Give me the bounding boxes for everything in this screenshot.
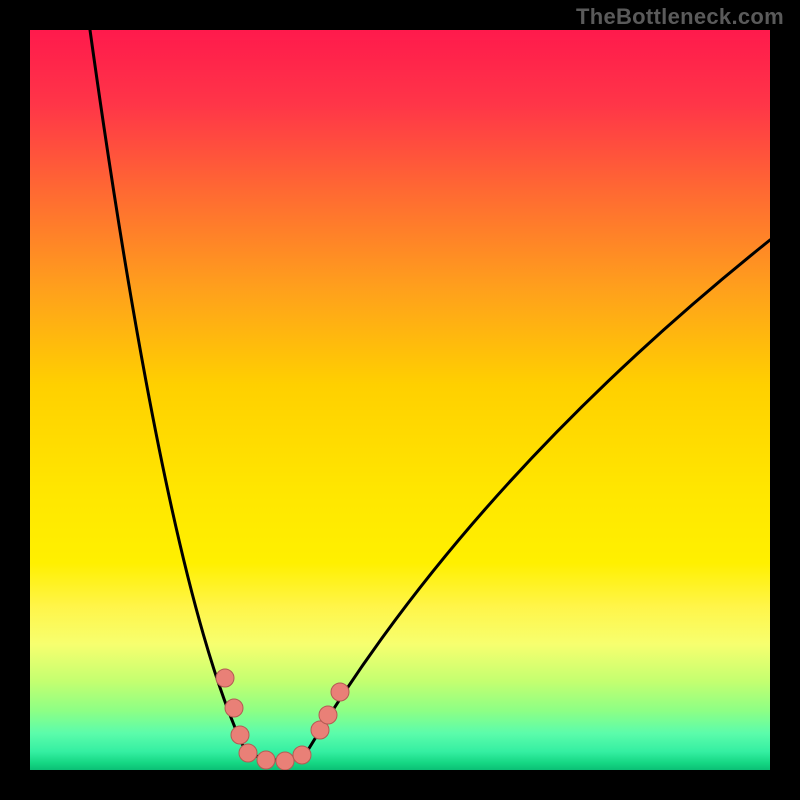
chart-frame: TheBottleneck.com [0,0,800,800]
data-marker [319,706,337,724]
plot-svg [30,30,770,770]
data-marker [239,744,257,762]
data-marker [257,751,275,769]
data-marker [231,726,249,744]
data-marker [293,746,311,764]
data-marker [225,699,243,717]
gradient-background [30,30,770,770]
plot-area [30,30,770,770]
watermark-text: TheBottleneck.com [576,4,784,30]
data-marker [276,752,294,770]
data-marker [216,669,234,687]
data-marker [331,683,349,701]
